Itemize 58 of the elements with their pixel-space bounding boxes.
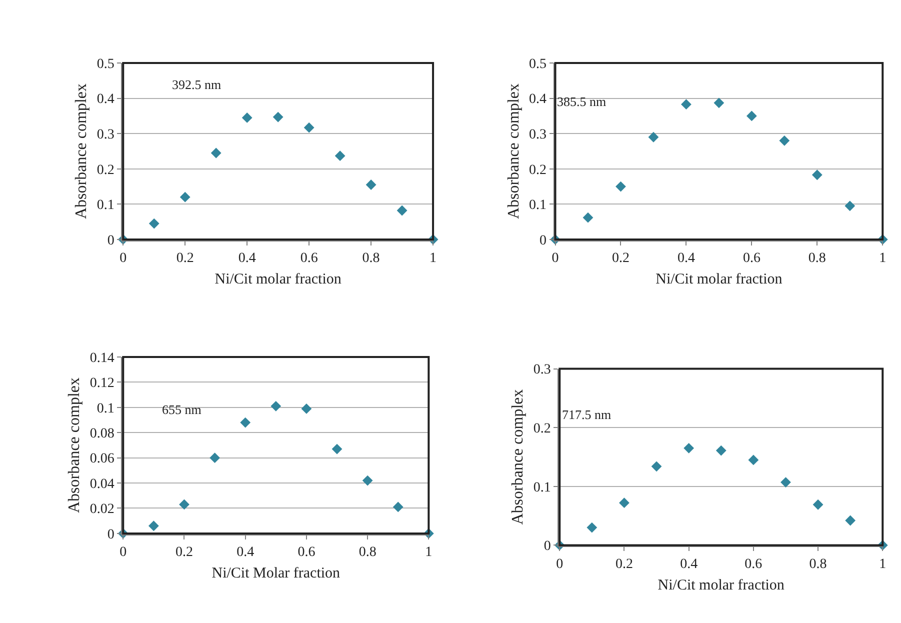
y-axis-title: Absorbance complex — [73, 83, 90, 219]
y-tick-label: 0.1 — [533, 480, 551, 496]
x-tick-label: 0.2 — [615, 557, 633, 572]
y-tick-label: 0.08 — [90, 426, 114, 442]
y-tick-label: 0.1 — [96, 401, 114, 416]
y-tick-label: 0.2 — [96, 162, 114, 178]
annotation: 385.5 nm — [557, 94, 606, 109]
y-tick-label: 0 — [539, 233, 546, 248]
x-tick-label: 0.2 — [175, 545, 193, 560]
y-tick-label: 0.3 — [96, 128, 114, 142]
x-tick-label: 0.2 — [612, 251, 630, 266]
annotation: 717.5 nm — [562, 407, 612, 422]
x-tick-label: 1 — [430, 251, 437, 266]
y-tick-label: 0.3 — [528, 128, 546, 142]
y-tick-label: 0.1 — [528, 198, 546, 214]
x-tick-label: 0.4 — [236, 545, 254, 560]
x-tick-label: 0.8 — [362, 251, 380, 266]
x-tick-label: 0 — [120, 251, 127, 266]
y-tick-label: 0.2 — [528, 162, 546, 178]
x-tick-label: 0.4 — [680, 557, 698, 572]
x-tick-label: 0.8 — [809, 557, 827, 572]
x-tick-label: 0.6 — [300, 251, 318, 266]
y-axis-title: Absorbance complex — [510, 389, 527, 525]
x-tick-label: 0.6 — [298, 545, 316, 560]
x-axis-title: Ni/Cit Molar fraction — [212, 566, 341, 582]
y-tick-label: 0 — [107, 233, 114, 248]
y-tick-label: 0 — [107, 527, 114, 542]
y-axis-title: Absorbance complex — [505, 83, 522, 219]
y-tick-label: 0.3 — [533, 362, 551, 378]
x-tick-label: 1 — [425, 545, 432, 560]
y-tick-label: 0.5 — [528, 56, 546, 72]
x-tick-label: 0 — [120, 545, 127, 560]
x-tick-label: 0.2 — [176, 251, 194, 266]
x-axis-title: Ni/Cit molar fraction — [214, 272, 342, 288]
x-tick-label: 0.8 — [808, 251, 826, 266]
y-tick-label: 0.5 — [96, 56, 114, 72]
annotation: 392.5 nm — [172, 77, 222, 92]
x-tick-label: 0.6 — [742, 251, 760, 266]
annotation: 655 nm — [162, 402, 202, 417]
x-tick-label: 1 — [879, 251, 886, 266]
x-tick-label: 0.8 — [358, 545, 376, 560]
y-tick-label: 0.02 — [90, 502, 114, 518]
y-tick-label: 0.06 — [90, 452, 114, 467]
x-tick-label: 0 — [556, 557, 564, 572]
x-tick-label: 0.6 — [744, 557, 762, 572]
x-tick-label: 0.4 — [238, 251, 256, 266]
y-tick-label: 0.12 — [90, 376, 114, 392]
y-tick-label: 0.14 — [90, 350, 114, 366]
y-tick-label: 0.2 — [533, 422, 551, 436]
y-tick-label: 0.1 — [96, 198, 114, 214]
y-tick-label: 0.4 — [96, 92, 114, 108]
x-tick-label: 0.4 — [677, 251, 695, 266]
x-axis-title: Ni/Cit molar fraction — [656, 272, 783, 288]
x-tick-label: 1 — [879, 557, 886, 572]
y-axis-title: Absorbance complex — [66, 377, 84, 513]
x-axis-title: Ni/Cit molar fraction — [658, 578, 785, 594]
y-tick-label: 0.04 — [90, 476, 114, 492]
y-tick-label: 0.4 — [528, 92, 546, 108]
